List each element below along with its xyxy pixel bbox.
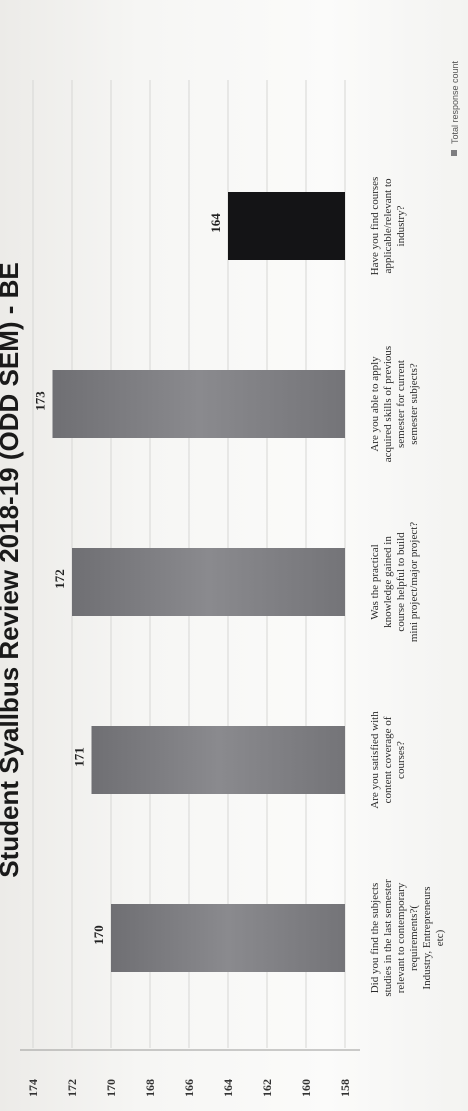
category-label: Have you find coursesapplicable/relevant… — [369, 177, 407, 276]
category-label: Did you find the subjectsstudies in the … — [369, 879, 446, 997]
bar — [91, 726, 345, 794]
category-label: Are you satisfied withcontent coverage o… — [369, 711, 407, 809]
labels-layer: 170 171 172 173 164 — [33, 213, 224, 945]
category-labels: Did you find the subjectsstudies in the … — [369, 177, 446, 997]
y-tick-label: 164 — [221, 1079, 235, 1097]
y-tick-label: 174 — [26, 1079, 40, 1097]
y-tick-label: 170 — [104, 1079, 118, 1097]
y-axis-ticks: 158 160 162 164 166 168 170 172 174 — [26, 1079, 352, 1097]
bar — [72, 548, 345, 616]
y-tick-label: 162 — [260, 1079, 274, 1097]
legend: Total response count — [450, 60, 460, 156]
y-tick-label: 172 — [65, 1079, 79, 1097]
data-label: 171 — [72, 747, 87, 767]
data-label: 164 — [208, 213, 223, 233]
y-tick-label: 166 — [182, 1079, 196, 1097]
y-tick-label: 168 — [143, 1079, 157, 1097]
data-label: 170 — [91, 925, 106, 945]
data-label: 173 — [33, 391, 48, 411]
legend-swatch — [451, 150, 457, 156]
y-tick-label: 158 — [338, 1079, 352, 1097]
title-group: Student Syallbus Review 2018-19 (ODD SEM… — [0, 262, 24, 878]
bar — [228, 192, 345, 260]
data-label: 172 — [52, 569, 67, 589]
bar — [52, 370, 345, 438]
legend-entry: Total response count — [450, 60, 460, 144]
bars-layer — [52, 192, 345, 972]
category-label: Are you able to applyacquired skills of … — [369, 346, 420, 462]
y-tick-label: 160 — [299, 1079, 313, 1097]
chart-title: Student Syallbus Review 2018-19 (ODD SEM… — [0, 262, 24, 878]
bar — [111, 904, 345, 972]
category-label: Was the practicalknowledge gained incour… — [369, 522, 420, 642]
